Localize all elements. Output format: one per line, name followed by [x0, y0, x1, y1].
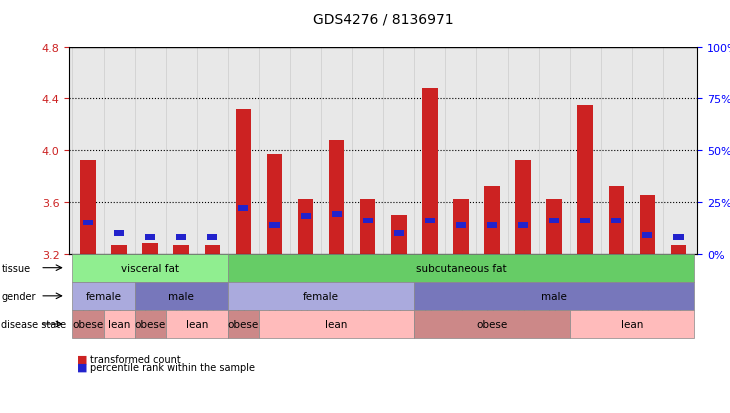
- Text: lean: lean: [108, 319, 130, 329]
- Bar: [639, 196, 656, 254]
- Text: ■: ■: [77, 362, 87, 372]
- Bar: [111, 245, 127, 254]
- Bar: [642, 233, 653, 238]
- Bar: [611, 218, 621, 224]
- Bar: [549, 218, 559, 224]
- Bar: [80, 161, 96, 254]
- Bar: [484, 187, 500, 254]
- Text: transformed count: transformed count: [90, 354, 180, 364]
- Bar: [114, 230, 124, 236]
- Text: tissue: tissue: [1, 263, 31, 273]
- Bar: [456, 222, 466, 228]
- Bar: [515, 161, 531, 254]
- Text: female: female: [85, 291, 121, 301]
- Text: disease state: disease state: [1, 319, 66, 329]
- Text: obese: obese: [72, 319, 104, 329]
- Bar: [391, 215, 407, 254]
- Bar: [238, 206, 248, 211]
- Text: lean: lean: [185, 319, 208, 329]
- Bar: [360, 200, 375, 254]
- Text: subcutaneous fat: subcutaneous fat: [415, 263, 507, 273]
- Text: lean: lean: [620, 319, 643, 329]
- Text: male: male: [541, 291, 567, 301]
- Bar: [207, 235, 218, 240]
- Text: percentile rank within the sample: percentile rank within the sample: [90, 362, 255, 372]
- Bar: [331, 212, 342, 218]
- Bar: [301, 214, 310, 220]
- Bar: [269, 222, 280, 228]
- Bar: [145, 235, 155, 240]
- Text: visceral fat: visceral fat: [121, 263, 179, 273]
- Bar: [425, 218, 435, 224]
- Bar: [580, 218, 591, 224]
- Bar: [174, 245, 189, 254]
- Bar: [547, 200, 562, 254]
- Bar: [142, 244, 158, 254]
- Text: male: male: [169, 291, 194, 301]
- Bar: [266, 154, 283, 254]
- Bar: [453, 200, 469, 254]
- Bar: [363, 218, 373, 224]
- Bar: [393, 230, 404, 236]
- Text: female: female: [303, 291, 339, 301]
- Bar: [422, 89, 438, 254]
- Text: obese: obese: [477, 319, 507, 329]
- Bar: [671, 245, 686, 254]
- Bar: [674, 235, 683, 240]
- Bar: [577, 106, 593, 254]
- Text: lean: lean: [326, 319, 347, 329]
- Bar: [236, 109, 251, 254]
- Text: ■: ■: [77, 354, 87, 364]
- Text: obese: obese: [228, 319, 259, 329]
- Bar: [298, 200, 313, 254]
- Bar: [609, 187, 624, 254]
- Bar: [487, 222, 497, 228]
- Text: obese: obese: [134, 319, 166, 329]
- Bar: [176, 235, 186, 240]
- Bar: [204, 245, 220, 254]
- Bar: [328, 140, 345, 254]
- Bar: [83, 220, 93, 226]
- Text: gender: gender: [1, 291, 36, 301]
- Text: GDS4276 / 8136971: GDS4276 / 8136971: [313, 12, 453, 26]
- Bar: [518, 222, 529, 228]
